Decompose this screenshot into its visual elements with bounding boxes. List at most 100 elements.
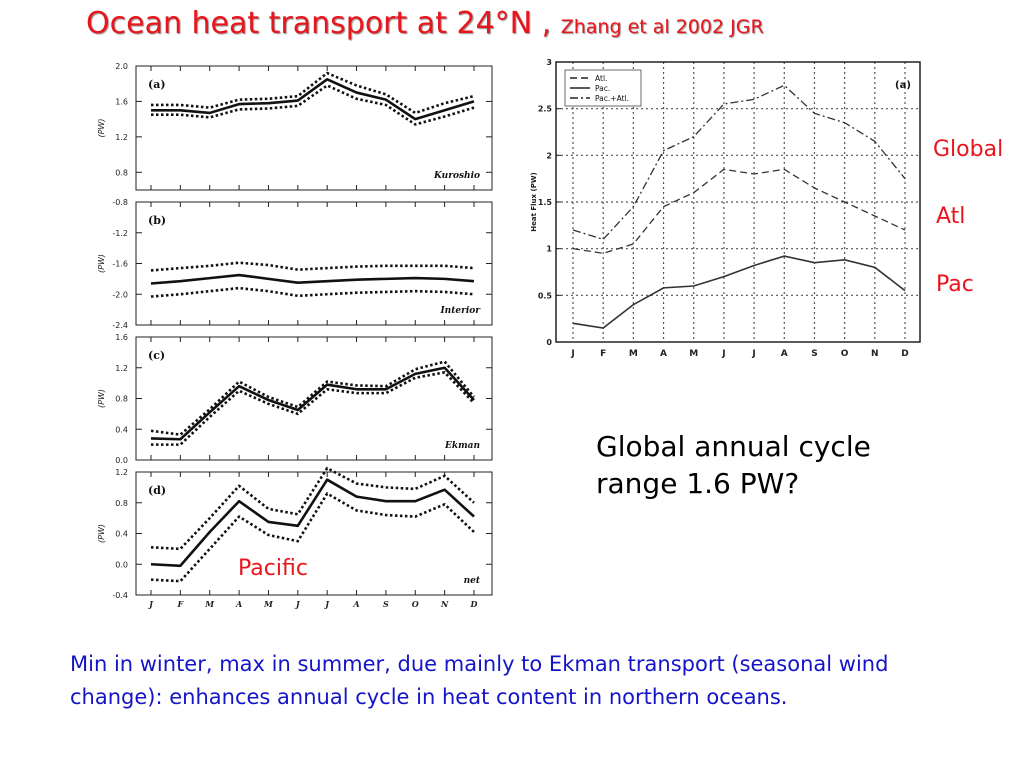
legend-label: Atl. [595,74,607,83]
y-tick-label: 0.0 [115,456,128,465]
y-tick-label: 2.0 [115,62,128,71]
x-tick-label: J [721,349,725,359]
series-upper-line [150,360,476,436]
title-main: Ocean heat transport at 24°N , [86,6,552,41]
panel-annotation: Ekman [444,441,480,451]
series-line-3 [572,84,906,241]
y-tick-label: 1 [546,245,552,254]
y-tick-label: 0.8 [115,395,128,404]
y-tick-label: 0.5 [538,291,553,300]
x-tick-label: J [570,349,574,359]
y-tick-label: 1.2 [115,468,128,477]
y-axis-label: Heat Flux (PW) [530,172,538,231]
panel-letter: (c) [148,349,165,362]
x-tick-label: J [323,599,330,609]
note-line-1: Global annual cycle [596,430,871,463]
note-line-2: range 1.6 PW? [596,467,800,500]
stacked-panel-1: 2.0 1.6 1.2 0.8 (PW) (a) Kuroshio [97,62,493,191]
panel-letter: (a) [148,78,166,91]
x-tick-label: O [412,599,419,609]
x-tick-label: D [901,349,908,359]
x-tick-label: S [383,599,389,609]
x-tick-label: N [871,349,879,359]
x-tick-label: M [204,599,215,609]
label-global: Global [933,137,1004,162]
x-tick-label: M [689,349,698,359]
y-axis-label: (PW) [97,524,106,543]
series-lower-line [150,286,475,298]
series-upper-line [150,261,475,272]
y-tick-label: 2 [546,151,552,160]
panel-frame [135,201,493,326]
x-tick-label: N [440,599,449,609]
x-tick-label: O [841,349,849,359]
y-tick-label: 1.5 [538,198,553,207]
monthly-heat-flux-chart: 3 2.5 2 1.5 1 0.5 0 J F M A M J J A S O N D Heat Flux (PW) (… [530,58,921,359]
chart-legend: Atl.Pac.Pac.+Atl. [564,69,642,107]
x-tick-label: J [294,599,301,609]
y-tick-label: 0.4 [115,530,128,539]
y-tick-label: 0.4 [115,425,128,434]
y-tick-label: 0.8 [115,499,128,508]
y-tick-label: 3 [546,58,552,67]
panel-letter: (d) [148,484,166,497]
legend-label: Pac. [595,84,610,93]
series-mean-line [150,366,475,441]
slide-title: Ocean heat transport at 24°N , Zhang et … [86,6,764,41]
series-lower-line [150,492,475,583]
y-tick-label: 1.2 [115,133,128,142]
series-line-2 [572,255,906,329]
y-tick-label: -0.8 [112,198,128,207]
y-tick-label: 0.8 [115,168,128,177]
y-tick-label: 1.2 [115,364,128,373]
series-mean-line [150,273,475,285]
series-lower-line [151,84,475,126]
stacked-panel-2: -0.8 -1.2 -1.6 -2.0 -2.4 (PW) (b) Interior [97,198,493,330]
series-mean-line [151,77,475,121]
y-tick-label: 0.0 [115,560,128,569]
x-tick-label: A [352,599,359,609]
y-tick-label: -2.4 [112,321,128,330]
series-upper-line [151,71,475,115]
panel-annotation: Interior [439,306,481,316]
y-tick-label: 1.6 [115,333,128,342]
x-tick-label: M [629,349,638,359]
label-pac: Pac [936,272,974,297]
y-axis-label: (PW) [97,389,106,408]
panel-frame [555,61,921,343]
x-tick-label: J [147,599,154,609]
panel-frame [135,336,493,461]
x-tick-label: A [781,349,788,359]
panel-annotation: net [464,576,481,586]
note-annual-cycle: Global annual cycle range 1.6 PW? [596,428,871,502]
y-tick-label: -1.6 [112,260,128,269]
title-citation: Zhang et al 2002 JGR [560,16,764,38]
x-tick-label: S [811,349,817,359]
y-tick-label: -2.0 [112,290,128,299]
y-tick-label: -0.4 [112,591,128,600]
series-line-1 [572,168,906,254]
panel-annotation: Kuroshio [433,171,480,181]
panel-letter: (b) [148,214,166,227]
y-tick-label: 0 [546,338,552,347]
series-lower-line [151,371,475,446]
x-tick-label: A [660,349,667,359]
label-pacific: Pacific [238,556,308,581]
panel-frame [135,65,493,191]
y-axis-label: (PW) [97,254,106,273]
caption-text: Min in winter, max in summer, due mainly… [70,652,889,709]
x-tick-label: F [600,349,606,359]
series-mean-line [150,478,475,568]
stacked-panel-3: 1.6 1.2 0.8 0.4 0.0 (PW) (c) Ekman [97,333,493,465]
label-atl: Atl [936,204,966,229]
x-tick-label: D [470,599,478,609]
y-tick-label: 2.5 [538,105,553,114]
series-upper-line [150,466,475,551]
x-tick-label: J [751,349,755,359]
stacked-panel-4: 1.2 0.8 0.4 0.0 -0.4 (PW) (d) net J F M A M J J A S O N D [97,466,493,609]
y-axis-label: (PW) [97,119,106,138]
x-tick-label: F [177,599,185,609]
x-tick-label: A [235,599,242,609]
x-tick-label: M [263,599,274,609]
